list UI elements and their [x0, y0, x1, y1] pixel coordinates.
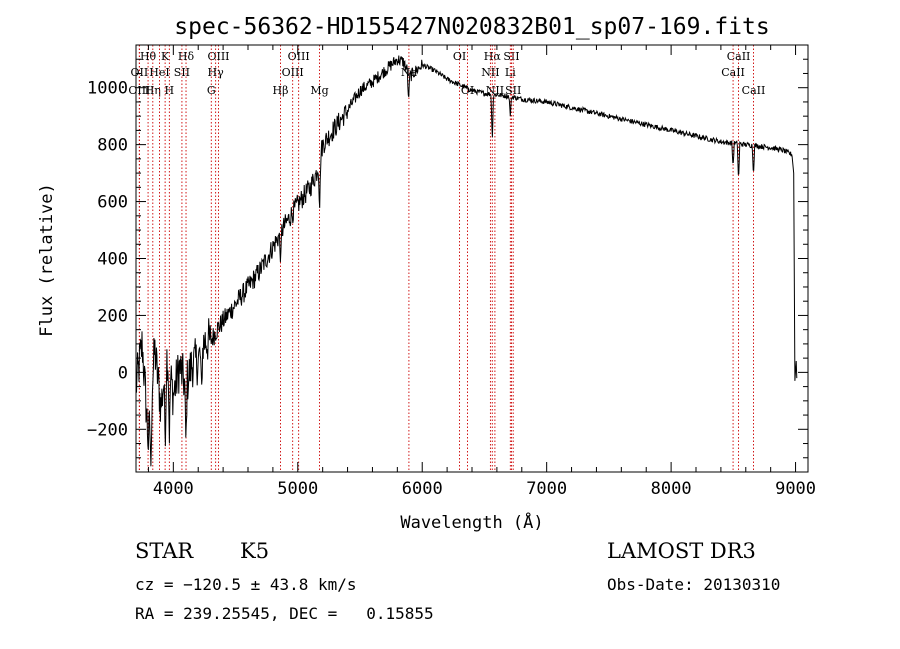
spectral-line-label: CaII [742, 84, 766, 97]
y-tick-label: 400 [97, 250, 128, 270]
x-axis-label: Wavelength (Å) [400, 511, 543, 533]
coordinates: RA = 239.25545, DEC = 0.15855 [135, 604, 434, 623]
spectral-line-label: SII [505, 84, 521, 97]
spectrum-series-line [135, 55, 798, 467]
object-subclass: K5 [240, 539, 270, 563]
spectral-line-label: K [161, 50, 170, 63]
spectral-line-label: Hθ [140, 50, 157, 63]
spectral-line-label: Hβ [273, 84, 289, 97]
y-tick-label: 1000 [87, 79, 128, 99]
x-tick-label: 8000 [651, 479, 692, 499]
spectral-line-label: OIII [282, 66, 304, 79]
object-class: STAR [135, 539, 194, 563]
spectral-line-label: CaII [721, 66, 745, 79]
y-tick-label: −200 [87, 420, 128, 440]
spectral-line-label: Li [505, 66, 516, 79]
spectrum-layer [135, 55, 798, 467]
spectral-line-label: CaII [727, 50, 751, 63]
observation-date: Obs-Date: 20130310 [607, 575, 781, 594]
x-tick-label: 4000 [153, 479, 194, 499]
y-tick-label: 600 [97, 193, 128, 213]
spectral-line-label: Hδ [178, 50, 195, 63]
spectral-line-label: OII [131, 66, 149, 79]
spectral-line-label: Hγ [208, 66, 225, 79]
redshift-velocity: cz = −120.5 ± 43.8 km/s [135, 575, 357, 594]
spectral-line-label: OIII [207, 50, 229, 63]
spectral-line-label: OIII [288, 50, 310, 63]
spectral-line-label: Hα [484, 50, 502, 63]
y-tick-label: 800 [97, 136, 128, 156]
y-axis-label: Flux (relative) [37, 183, 57, 337]
x-tick-label: 9000 [775, 479, 816, 499]
spectral-line-label: G [207, 84, 216, 97]
axis-ticks: 4000 5000 6000 7000 8000 9000 −200 0 200 400 600 80… [87, 45, 816, 499]
survey-name: LAMOST DR3 [607, 539, 756, 563]
chart-title: spec-56362-HD155427N020832B01_sp07-169.f… [174, 14, 769, 40]
x-tick-label: 7000 [526, 479, 567, 499]
spectral-line-label: Mg [310, 84, 328, 97]
spectral-line-label: HeI [149, 66, 169, 79]
spectral-line-label: Hη [145, 84, 161, 97]
plot-frame [135, 44, 809, 473]
spectral-line-label: NII [481, 66, 499, 79]
y-tick-label: 0 [118, 363, 128, 383]
x-tick-label: 5000 [277, 479, 318, 499]
x-tick-label: 6000 [402, 479, 443, 499]
spectral-line-label: OI [453, 50, 466, 63]
spectral-line-label: SII [503, 50, 519, 63]
spectral-line-label: SII [174, 66, 190, 79]
y-tick-label: 200 [97, 306, 128, 326]
spectral-line-label: H [165, 84, 175, 97]
